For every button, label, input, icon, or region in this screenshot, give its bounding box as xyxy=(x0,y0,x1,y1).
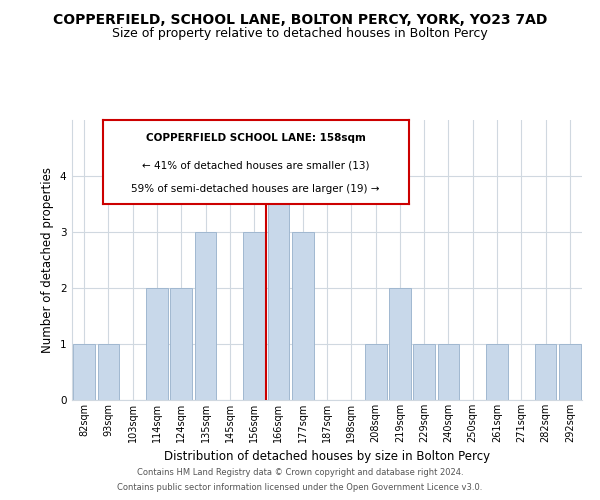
Text: Contains public sector information licensed under the Open Government Licence v3: Contains public sector information licen… xyxy=(118,483,482,492)
Bar xyxy=(268,176,289,400)
Text: Contains HM Land Registry data © Crown copyright and database right 2024.: Contains HM Land Registry data © Crown c… xyxy=(137,468,463,477)
Text: COPPERFIELD, SCHOOL LANE, BOLTON PERCY, YORK, YO23 7AD: COPPERFIELD, SCHOOL LANE, BOLTON PERCY, … xyxy=(53,12,547,26)
Bar xyxy=(486,344,508,400)
Bar xyxy=(413,344,435,400)
Text: Size of property relative to detached houses in Bolton Percy: Size of property relative to detached ho… xyxy=(112,28,488,40)
Bar xyxy=(535,344,556,400)
Bar xyxy=(170,288,192,400)
Y-axis label: Number of detached properties: Number of detached properties xyxy=(41,167,54,353)
Bar xyxy=(97,344,119,400)
X-axis label: Distribution of detached houses by size in Bolton Percy: Distribution of detached houses by size … xyxy=(164,450,490,464)
Bar xyxy=(559,344,581,400)
Bar xyxy=(146,288,168,400)
Bar xyxy=(389,288,411,400)
Bar xyxy=(243,232,265,400)
Bar xyxy=(73,344,95,400)
Bar xyxy=(437,344,460,400)
Bar xyxy=(292,232,314,400)
Bar xyxy=(365,344,386,400)
Bar xyxy=(194,232,217,400)
